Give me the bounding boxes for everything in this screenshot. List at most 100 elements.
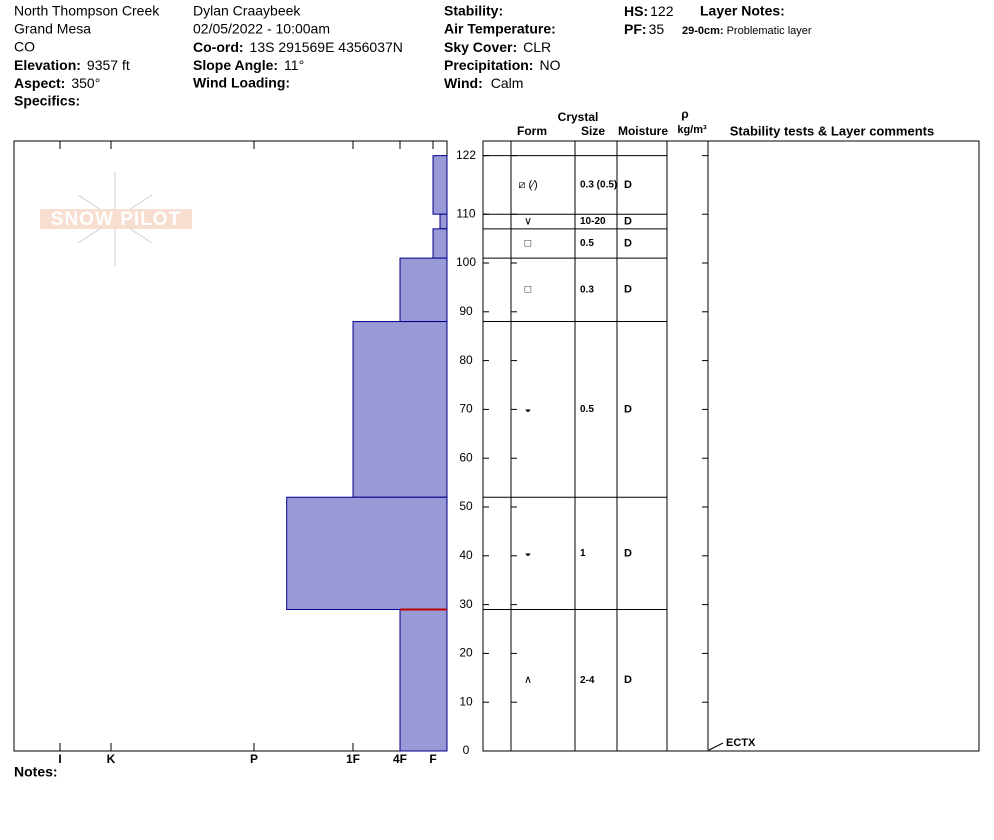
value: 11°: [284, 57, 304, 73]
stability: Stability:: [444, 3, 503, 19]
layer-note: 29-0cm: Problematic layer: [682, 25, 812, 37]
y-tick-label: 50: [459, 499, 473, 513]
value: NO: [539, 57, 560, 73]
test-result: ECTX: [726, 737, 756, 749]
hardness-bar: [432, 155, 448, 215]
precip: Precipitation: NO: [444, 57, 561, 73]
hardness-bar: [352, 321, 448, 498]
crystal-size: 0.5: [580, 238, 594, 249]
y-tick-label: 10: [459, 694, 473, 708]
y-tick-label: 90: [459, 304, 473, 318]
value: 122: [650, 3, 674, 19]
crystal-size: 1: [580, 548, 586, 559]
x-tick-label: I: [58, 752, 61, 766]
test-pointer: [708, 742, 724, 751]
logo-band: [40, 209, 192, 229]
air-temp: Air Temperature:: [444, 21, 556, 37]
text: Problematic layer: [727, 25, 812, 37]
observer: Dylan Craaybeek: [193, 3, 301, 19]
label: Slope Angle:: [193, 57, 278, 73]
crystal-form: ◒: [525, 547, 532, 559]
value: CLR: [523, 39, 551, 55]
hardness-bar: [399, 608, 448, 752]
label: Wind:: [444, 75, 483, 91]
crystal: Crystal: [558, 110, 599, 124]
value: Calm: [491, 75, 524, 91]
value: 350°: [71, 75, 100, 91]
moisture: D: [624, 237, 632, 249]
y-tick-label: 40: [459, 548, 473, 562]
label: Precipitation:: [444, 57, 533, 73]
y-tick-label: 100: [456, 255, 476, 269]
label: HS:: [624, 3, 648, 19]
label: Elevation:: [14, 57, 81, 73]
logo: SNOW PILOT: [40, 172, 192, 266]
y-tick-label: 0: [463, 743, 470, 757]
moisture: D: [624, 215, 632, 227]
crystal-size: 0.3: [580, 284, 594, 295]
moisture: Moisture: [618, 124, 668, 138]
moisture: D: [624, 547, 632, 559]
crystal-form: □: [525, 237, 532, 249]
moisture: D: [624, 674, 632, 686]
crystal-form: ∧: [524, 674, 532, 686]
label: Aspect:: [14, 75, 65, 91]
pf: PF: 35: [624, 21, 664, 37]
form: Form: [517, 124, 547, 138]
y-tick-label: 60: [459, 450, 473, 464]
x-tick-label: F: [429, 752, 436, 766]
elevation: Elevation: 9357 ft: [14, 57, 130, 73]
crystal-size: 0.5: [580, 404, 594, 415]
value: 13S 291569E 4356037N: [250, 39, 403, 55]
label: Sky Cover:: [444, 39, 517, 55]
hardness-bar: [432, 228, 448, 259]
notes: Notes:: [14, 764, 58, 780]
wind-loading: Wind Loading:: [193, 75, 290, 91]
crystal-size: 2-4: [580, 675, 595, 686]
y-tick-label: 70: [459, 402, 473, 416]
rho: ρ: [681, 107, 688, 121]
datetime: 02/05/2022 - 10:00am: [193, 21, 330, 37]
density-unit: kg/m³: [677, 124, 707, 136]
y-tick-label: 110: [456, 206, 475, 220]
specifics: Specifics:: [14, 93, 80, 109]
label: Co-ord:: [193, 39, 244, 55]
crystal-form: ∨: [524, 215, 532, 227]
y-tick-label: 80: [459, 353, 473, 367]
location: North Thompson Creek: [14, 3, 160, 19]
crystal-size: 0.3 (0.5): [580, 180, 617, 191]
header: North Thompson Creek Grand Mesa CO Eleva…: [14, 3, 812, 109]
y-tick-label: 20: [459, 646, 473, 660]
coord: Co-ord: 13S 291569E 4356037N: [193, 39, 403, 55]
state: CO: [14, 39, 35, 55]
hardness-bar: [399, 257, 448, 323]
size: Size: [581, 124, 605, 138]
layer-notes: Layer Notes:: [700, 3, 785, 19]
crystal-size: 10-20: [580, 216, 606, 227]
crystal-form: ◒: [525, 403, 532, 415]
value: 35: [649, 21, 665, 37]
label: PF:: [624, 21, 647, 37]
y-tick-label: 30: [459, 597, 473, 611]
y-tick-label: 122: [456, 148, 476, 162]
moisture: D: [624, 284, 632, 296]
hardness-bar: [286, 496, 448, 610]
range: 29-0cm:: [682, 25, 724, 37]
comments: Stability tests & Layer comments: [730, 123, 934, 138]
crystal-form: □: [525, 284, 532, 296]
value: 9357 ft: [87, 57, 130, 73]
range: Grand Mesa: [14, 21, 91, 37]
crystal-form: ⧄ (⁄): [518, 179, 537, 191]
x-tick-label: 4F: [393, 752, 407, 766]
x-tick-label: 1F: [346, 752, 360, 766]
moisture: D: [624, 403, 632, 415]
wind: Wind: Calm: [444, 75, 523, 91]
slope: Slope Angle: 11°: [193, 57, 304, 73]
x-tick-label: K: [107, 752, 116, 766]
hs: HS: 122: [624, 3, 674, 19]
logo-text: SNOW PILOT: [51, 209, 181, 230]
layer-table-frame: [482, 140, 980, 752]
hardness-bar: [439, 213, 448, 230]
sky: Sky Cover: CLR: [444, 39, 551, 55]
